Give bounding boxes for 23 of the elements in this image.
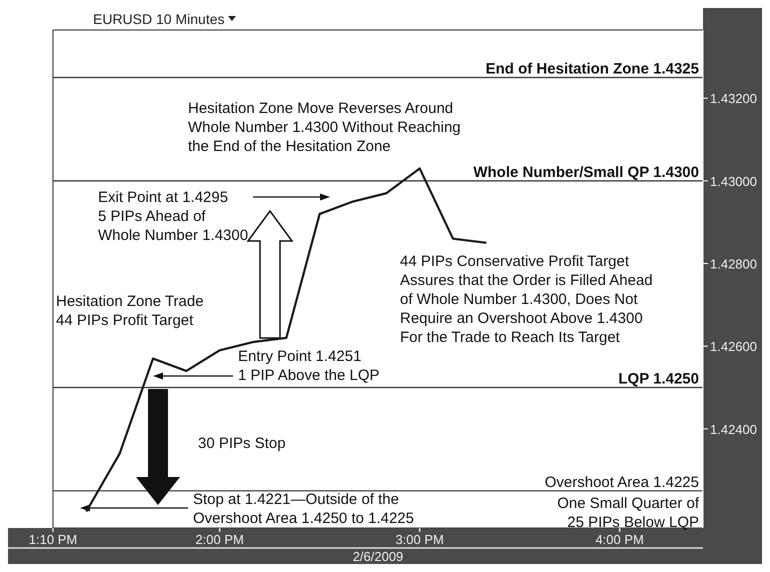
- ref-line-label: Whole Number/Small QP 1.4300: [473, 164, 699, 181]
- annotation: One Small Quarter of 25 PIPs Below LQP: [557, 495, 700, 531]
- y-tick-label: 1.42400: [710, 422, 757, 437]
- annotation: 30 PIPs Stop: [198, 435, 286, 452]
- y-tick-label: 1.43000: [710, 174, 757, 189]
- annotation: Entry Point 1.4251 1 PIP Above the LQP: [238, 348, 380, 384]
- y-tick-label: 1.42600: [710, 339, 757, 354]
- ref-line-label: End of Hesitation Zone 1.4325: [486, 60, 699, 78]
- annotation: 44 PIPs Conservative Profit Target Assures that the Order is Filled Ahead of Whole Number 1.4300, Does Not Require an Overshoot Above 1.4300 For the Trade to Reach Its Target: [400, 253, 653, 346]
- ref-line-label: Overshoot Area 1.4225: [544, 474, 699, 491]
- x-tick-label: 2:00 PM: [195, 532, 244, 547]
- ref-line-label: LQP 1.4250: [618, 370, 699, 388]
- annotation: Hesitation Zone Trade 44 PIPs Profit Target: [56, 293, 204, 329]
- x-axis-title: 2/6/2009: [352, 549, 404, 564]
- annotation: Exit Point at 1.4295 5 PIPs Ahead of Whole Number 1.4300: [98, 189, 248, 244]
- chart-title: EURUSD 10 Minutes: [93, 11, 224, 27]
- x-tick-label: 4:00 PM: [595, 532, 644, 547]
- annotation: Hesitation Zone Move Reverses Around Whole Number 1.4300 Without Reaching the End of the Hesitation Zone: [188, 100, 461, 155]
- x-tick-label: 1:10 PM: [28, 532, 78, 547]
- annotation: Stop at 1.4221—Outside of the Overshoot Area 1.4250 to 1.4225: [193, 491, 414, 527]
- x-tick-label: 3:00 PM: [395, 532, 444, 547]
- y-tick-label: 1.42800: [710, 256, 757, 272]
- y-tick-label: 1.43200: [710, 91, 757, 106]
